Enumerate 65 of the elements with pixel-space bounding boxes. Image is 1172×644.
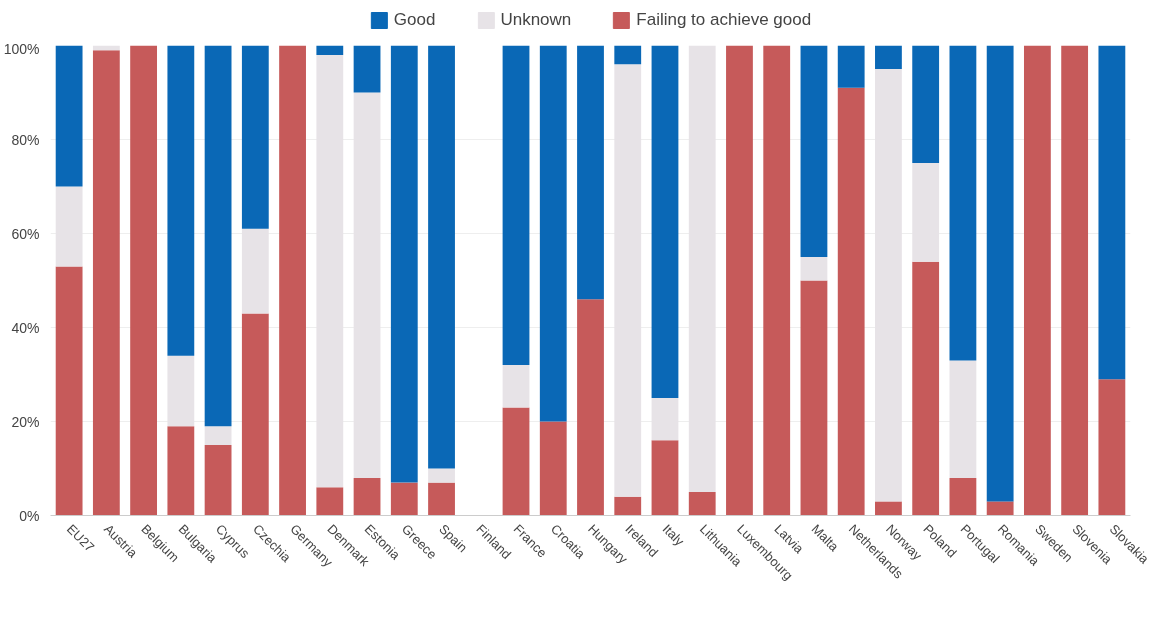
bar bbox=[1061, 45, 1089, 516]
x-tick-label: Italy bbox=[659, 521, 688, 550]
bar bbox=[428, 482, 455, 516]
bar bbox=[539, 421, 567, 516]
bar bbox=[614, 496, 642, 516]
bar bbox=[167, 45, 195, 356]
y-tick-label: 0% bbox=[19, 507, 40, 524]
bar bbox=[949, 45, 977, 361]
bar bbox=[1098, 379, 1126, 516]
bar bbox=[1023, 45, 1051, 516]
bar bbox=[614, 45, 642, 65]
bar bbox=[428, 468, 455, 483]
bar bbox=[502, 365, 530, 408]
bar bbox=[986, 45, 1014, 502]
legend-label: Unknown bbox=[500, 10, 572, 30]
bar bbox=[130, 45, 158, 516]
bar bbox=[688, 492, 716, 516]
bar bbox=[390, 45, 418, 483]
bar bbox=[800, 257, 828, 281]
bar bbox=[390, 482, 418, 516]
bar bbox=[837, 87, 865, 516]
bar bbox=[912, 45, 940, 163]
bar bbox=[55, 45, 83, 187]
bar bbox=[949, 477, 977, 516]
bar bbox=[353, 45, 381, 93]
bar bbox=[502, 45, 530, 366]
bar bbox=[651, 45, 679, 398]
bar bbox=[55, 266, 83, 516]
bar bbox=[241, 45, 269, 229]
bar bbox=[55, 186, 83, 267]
bar bbox=[577, 299, 604, 516]
bar bbox=[800, 280, 828, 516]
bar bbox=[241, 313, 269, 516]
bar bbox=[279, 45, 306, 516]
y-tick-label: 100% bbox=[3, 40, 40, 57]
bar bbox=[92, 50, 120, 516]
bar bbox=[577, 45, 604, 300]
bar bbox=[353, 477, 381, 516]
bar bbox=[986, 501, 1014, 516]
bar bbox=[726, 45, 753, 516]
bar bbox=[837, 45, 865, 88]
bar bbox=[1098, 45, 1126, 380]
bar bbox=[875, 45, 902, 69]
bar bbox=[167, 426, 195, 516]
bar bbox=[763, 45, 791, 516]
bar bbox=[428, 45, 455, 469]
bar bbox=[241, 228, 269, 314]
bar bbox=[539, 45, 567, 422]
bar bbox=[316, 487, 344, 516]
bar bbox=[204, 445, 232, 516]
y-tick-label: 20% bbox=[11, 413, 40, 430]
bar bbox=[204, 426, 232, 445]
legend-label: Failing to achieve good bbox=[636, 10, 812, 30]
bar bbox=[800, 45, 828, 257]
bar bbox=[651, 440, 679, 516]
y-tick-label: 60% bbox=[11, 225, 40, 242]
legend-label: Good bbox=[393, 10, 436, 30]
bar bbox=[912, 163, 940, 262]
bar bbox=[204, 45, 232, 427]
y-tick-label: 40% bbox=[11, 319, 40, 336]
bar bbox=[912, 261, 940, 516]
y-tick-label: 80% bbox=[11, 131, 40, 148]
bar bbox=[875, 501, 902, 516]
bar bbox=[502, 407, 530, 516]
bar bbox=[316, 45, 344, 55]
